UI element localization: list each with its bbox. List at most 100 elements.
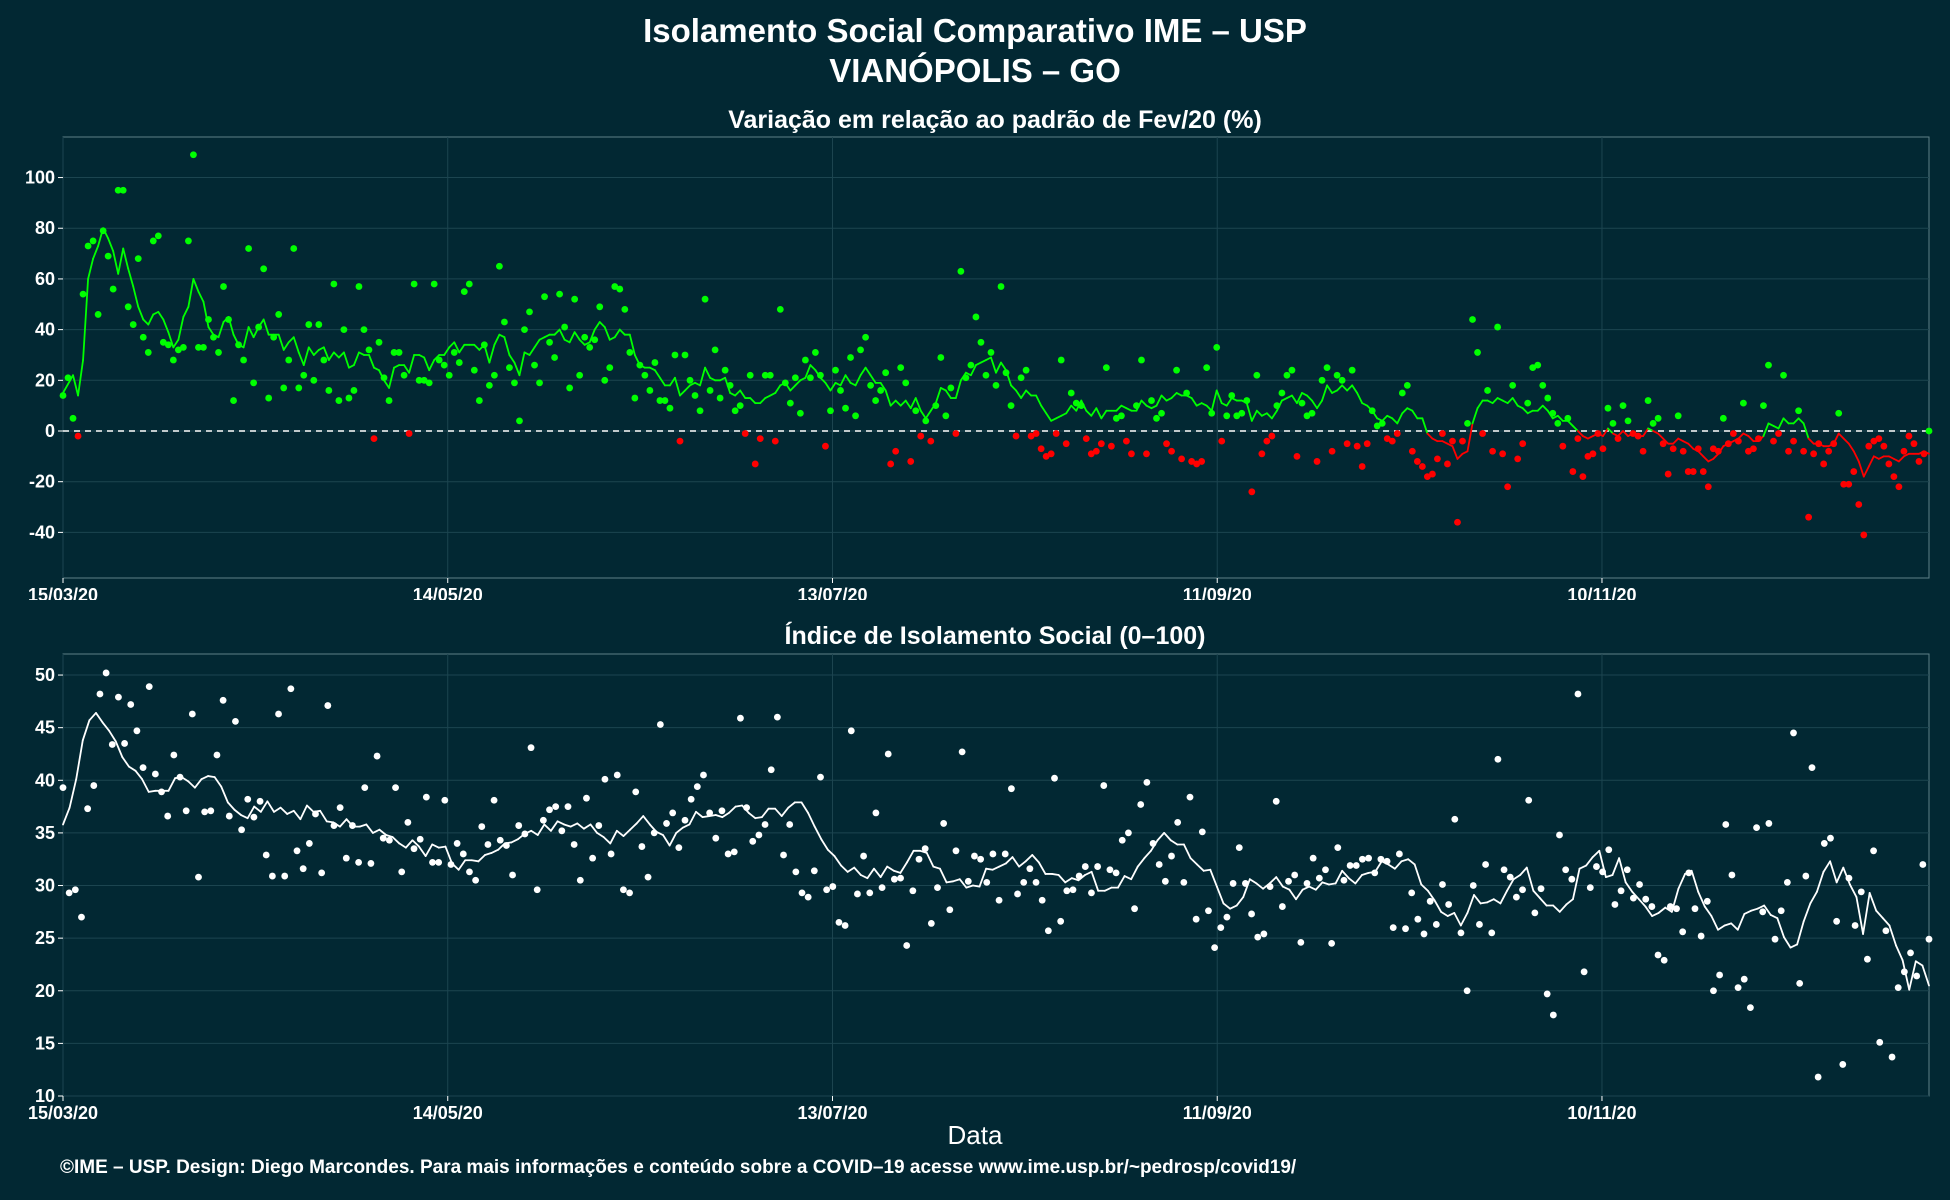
moving-average-segment [829,381,837,392]
moving-average-segment [932,865,941,870]
data-point [1322,866,1329,874]
data-point [361,784,369,792]
y-tick-label: 80 [35,218,55,238]
moving-average-segment [433,354,441,361]
data-point [531,361,538,369]
moving-average-segment [253,805,262,813]
data-point [405,430,413,437]
data-point [1537,885,1545,893]
moving-average-segment [1552,904,1561,913]
moving-average-segment [1301,885,1311,891]
data-point [1432,921,1440,928]
moving-average-segment [970,364,977,377]
data-point [1235,844,1243,852]
moving-average-segment [980,359,987,364]
moving-average-segment [1120,404,1128,410]
moving-average-segment [1326,384,1333,394]
moving-average-segment [704,366,711,379]
data-point [1820,840,1828,847]
data-point [1131,905,1138,913]
moving-average-segment [919,409,927,420]
data-point [1429,470,1436,478]
moving-average-segment [1341,869,1350,880]
data-point [1716,971,1724,979]
data-point [219,696,227,704]
data-point [1925,935,1933,943]
data-point [1697,932,1705,940]
moving-average-segment [1887,455,1895,460]
y-tick-label: 30 [35,876,55,896]
data-point [484,841,492,848]
data-point [521,830,529,838]
data-point [1359,855,1366,863]
data-point [1913,972,1921,980]
data-point [1383,857,1391,865]
moving-average-segment [383,379,390,389]
data-point [1445,901,1453,908]
data-point [687,795,695,803]
data-point [1081,863,1089,870]
data-point [71,886,79,894]
data-point [1740,975,1748,983]
moving-average-segment [1085,409,1093,417]
data-point [1303,880,1311,887]
moving-average-segment [1777,417,1785,430]
data-point [1163,440,1170,448]
data-point [656,721,664,728]
data-point [1830,440,1838,448]
data-point [1291,871,1299,879]
moving-average-segment [635,815,645,825]
moving-average-segment [543,823,552,832]
data-point [1617,887,1625,895]
data-point [201,808,209,816]
moving-average-segment [1662,437,1670,445]
moving-average-segment [1466,422,1474,453]
data-point [145,683,153,691]
data-point [1851,922,1859,929]
data-point [693,783,701,790]
data-point [804,893,812,901]
data-point [681,351,689,359]
data-point [832,366,839,374]
data-point [1579,473,1587,481]
data-point [1092,447,1100,455]
data-point [1504,483,1512,491]
data-point [1865,442,1873,450]
data-point [700,771,707,779]
data-point [1112,414,1120,422]
moving-average-segment [266,800,275,813]
data-point [1673,905,1680,913]
data-point [108,741,116,748]
data-point [1593,863,1600,870]
moving-average-segment [292,809,302,821]
moving-average-segment [77,359,84,397]
moving-average-segment [114,740,124,759]
data-point [245,245,252,252]
data-point [601,376,609,384]
data-point [250,379,258,387]
data-point [631,394,639,402]
data-point [1509,381,1517,389]
moving-average-segment [538,336,546,341]
data-point [470,366,478,374]
data-point [235,341,242,349]
y-tick-label: 25 [35,928,55,948]
moving-average-segment [488,343,496,364]
data-point [490,371,498,379]
data-point [90,782,98,789]
data-point [766,371,774,379]
data-point [350,387,358,394]
data-point [159,338,167,346]
moving-average-segment [1637,898,1647,908]
moving-average-segment [1143,849,1152,860]
moving-average-segment [1556,414,1564,422]
data-point [340,326,348,334]
moving-average-segment [1622,430,1629,437]
data-point [1161,877,1169,885]
data-point [78,913,85,921]
data-point [1907,949,1914,957]
moving-average-segment [1354,874,1363,885]
moving-average-segment [1115,404,1123,412]
data-point [1439,430,1446,437]
data-point [822,442,829,450]
